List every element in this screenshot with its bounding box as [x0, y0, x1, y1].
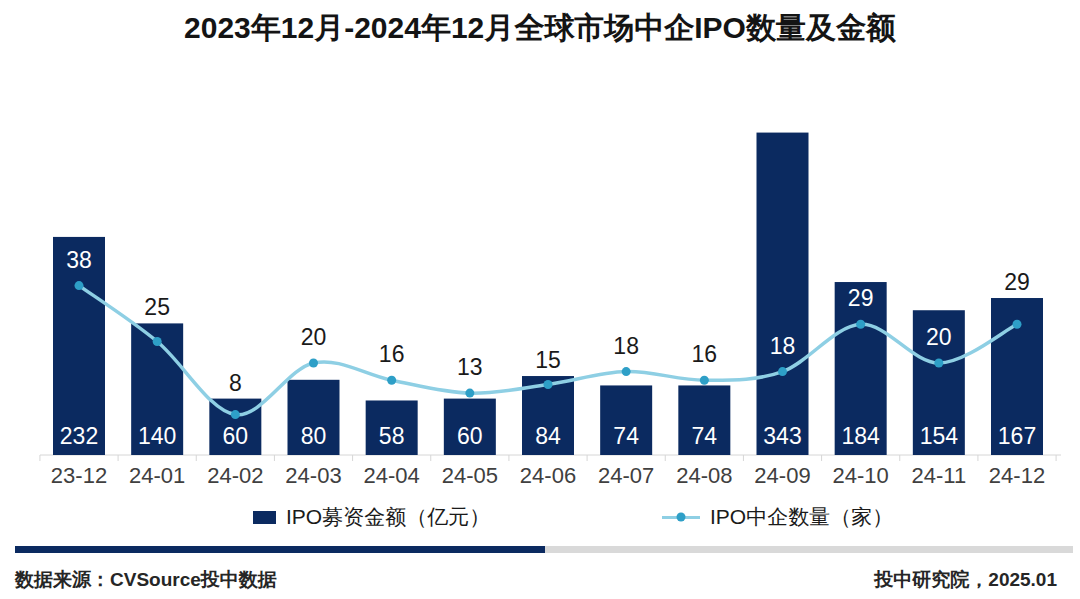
x-axis-label: 24-06 [520, 463, 576, 488]
bar-24-09 [757, 133, 809, 455]
line-point-24-03 [309, 359, 318, 368]
line-point-24-05 [465, 389, 474, 398]
line-point-24-12 [1013, 320, 1022, 329]
x-axis-label: 24-10 [833, 463, 889, 488]
footer-divider-navy [15, 546, 545, 553]
line-series-marker-icon [662, 516, 700, 519]
x-axis-label: 24-02 [207, 463, 263, 488]
bar-series-legend-label: IPO募资金额（亿元） [286, 503, 490, 531]
chart-page: 2023年12月-2024年12月全球市场中企IPO数量及金额 23214060… [0, 0, 1080, 599]
x-axis-label: 24-12 [989, 463, 1045, 488]
line-point-24-01 [153, 337, 162, 346]
x-axis-label: 24-03 [285, 463, 341, 488]
bar-value-label: 60 [223, 423, 249, 449]
legend-item-bar-series: IPO募资金额（亿元） [253, 504, 490, 530]
line-point-24-10 [856, 320, 865, 329]
x-axis-label: 24-07 [598, 463, 654, 488]
line-value-label: 29 [848, 285, 874, 311]
line-value-label: 29 [1004, 269, 1030, 295]
line-value-label: 18 [613, 333, 639, 359]
x-axis-label: 24-11 [912, 463, 967, 488]
line-point-24-04 [387, 376, 396, 385]
bar-value-label: 60 [457, 423, 483, 449]
publisher-text: 投中研究院，2025.01 [874, 567, 1057, 593]
line-value-label: 18 [770, 333, 796, 359]
x-axis-label: 24-04 [364, 463, 420, 488]
bar-value-label: 140 [138, 423, 176, 449]
footer-divider-gray [545, 546, 1073, 553]
line-value-label: 15 [535, 347, 561, 373]
line-value-label: 13 [457, 354, 483, 380]
line-value-label: 20 [301, 324, 327, 350]
line-series-legend-label: IPO中企数量（家） [710, 503, 893, 531]
line-value-label: 16 [692, 341, 718, 367]
bar-value-label: 80 [301, 423, 327, 449]
legend-item-line-series: IPO中企数量（家） [662, 504, 893, 530]
x-axis-label: 24-05 [442, 463, 498, 488]
data-source-text: 数据来源：CVSource投中数据 [15, 567, 277, 593]
line-series-dot-icon [677, 513, 686, 522]
bar-value-label: 74 [613, 423, 639, 449]
bar-value-label: 84 [535, 423, 561, 449]
bar-value-label: 343 [763, 423, 801, 449]
bar-value-label: 58 [379, 423, 405, 449]
bar-value-label: 74 [692, 423, 718, 449]
line-point-24-09 [778, 367, 787, 376]
line-point-24-06 [544, 380, 553, 389]
bar-value-label: 184 [841, 423, 880, 449]
line-point-24-07 [622, 367, 631, 376]
bar-value-label: 154 [920, 423, 959, 449]
x-axis-label: 24-01 [129, 463, 185, 488]
line-point-24-02 [231, 410, 240, 419]
ipo-combo-chart: 232 140 60 80 58 60 84 74 74 343 184 154 167 38 25 8 20 1… [0, 0, 1080, 500]
line-value-label: 16 [379, 341, 405, 367]
line-point-24-11 [934, 359, 943, 368]
line-value-label: 8 [229, 370, 242, 396]
line-value-label: 38 [66, 247, 92, 273]
x-axis-label: 24-08 [676, 463, 732, 488]
line-point-24-08 [700, 376, 709, 385]
bar-value-label: 167 [998, 423, 1036, 449]
bar-series-swatch-icon [253, 511, 276, 524]
bar-value-label: 232 [60, 423, 98, 449]
line-value-label: 20 [926, 324, 952, 350]
line-value-label: 25 [144, 294, 170, 320]
x-axis-label: 24-09 [754, 463, 810, 488]
x-axis-label: 23-12 [51, 463, 107, 488]
line-point-23-12 [75, 281, 84, 290]
